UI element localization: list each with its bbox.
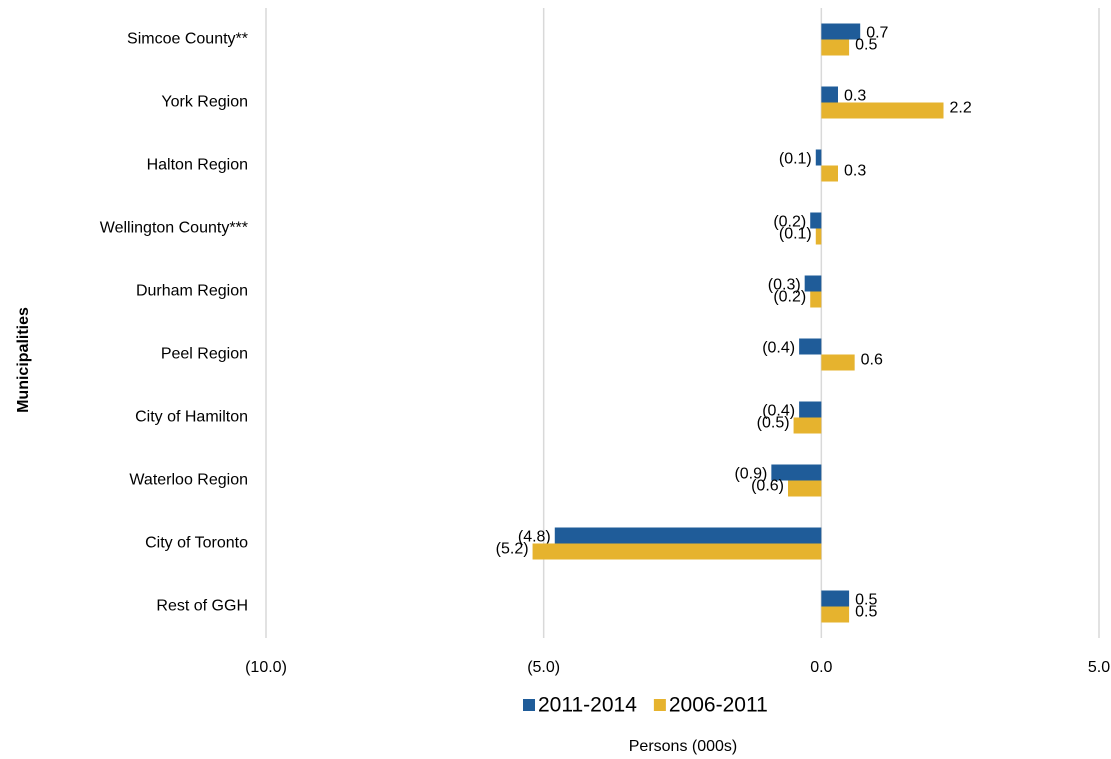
x-axis-label: Persons (000s) (629, 738, 738, 755)
legend-swatch (523, 699, 535, 711)
bar (771, 464, 822, 481)
data-label: 0.5 (855, 604, 877, 621)
data-label: (0.6) (751, 478, 784, 495)
bar (821, 354, 855, 371)
y-tick-label: Durham Region (136, 283, 248, 300)
bar (554, 527, 822, 544)
legend-label: 2011-2014 (538, 694, 637, 717)
x-tick-label: (10.0) (245, 659, 287, 676)
bar (821, 86, 838, 103)
x-tick-label: (5.0) (527, 659, 560, 676)
bar (810, 212, 822, 229)
bar (821, 23, 861, 40)
y-tick-label: City of Hamilton (135, 409, 248, 426)
bar (821, 165, 838, 182)
data-label: (5.2) (496, 541, 529, 558)
data-label: (0.3) (768, 277, 801, 294)
bar (821, 102, 944, 119)
y-tick-label: Rest of GGH (156, 598, 248, 615)
data-label: 0.7 (866, 25, 888, 42)
data-label: 0.3 (844, 88, 866, 105)
data-label: (4.8) (518, 529, 551, 546)
data-label: (0.4) (762, 403, 795, 420)
y-tick-label: Waterloo Region (129, 472, 248, 489)
bar (821, 590, 850, 607)
y-tick-label: Halton Region (147, 157, 248, 174)
bar (532, 543, 822, 560)
data-label: 2.2 (950, 100, 972, 117)
data-label: (0.1) (779, 226, 812, 243)
legend-swatch (653, 699, 666, 711)
data-label: 0.5 (855, 37, 877, 54)
y-tick-label: Simcoe County** (127, 31, 248, 48)
bar (821, 606, 850, 623)
data-label: (0.9) (734, 466, 767, 483)
data-label: 0.5 (855, 592, 877, 609)
data-label: (0.1) (779, 151, 812, 168)
x-tick-label: 0.0 (810, 659, 832, 676)
y-tick-label: Wellington County*** (100, 220, 248, 237)
x-tick-label: 5.0 (1088, 659, 1110, 676)
y-axis-label: Municipalities (15, 307, 32, 413)
bar (793, 417, 822, 434)
legend-label: 2006-2011 (669, 694, 768, 717)
data-label: (0.5) (757, 415, 790, 432)
data-label: (0.4) (762, 340, 795, 357)
bar (788, 480, 822, 497)
y-tick-label: Peel Region (161, 346, 248, 363)
bar (821, 39, 850, 56)
bar (810, 291, 822, 308)
bar (799, 401, 822, 418)
bar (804, 275, 822, 292)
bar (815, 228, 822, 245)
data-label: (0.2) (773, 289, 806, 306)
bar (799, 338, 822, 355)
data-label: 0.6 (861, 352, 883, 369)
y-tick-label: York Region (161, 94, 248, 111)
bar (815, 149, 822, 166)
y-tick-label: City of Toronto (145, 535, 248, 552)
data-label: 0.3 (844, 163, 866, 180)
data-label: (0.2) (773, 214, 806, 231)
